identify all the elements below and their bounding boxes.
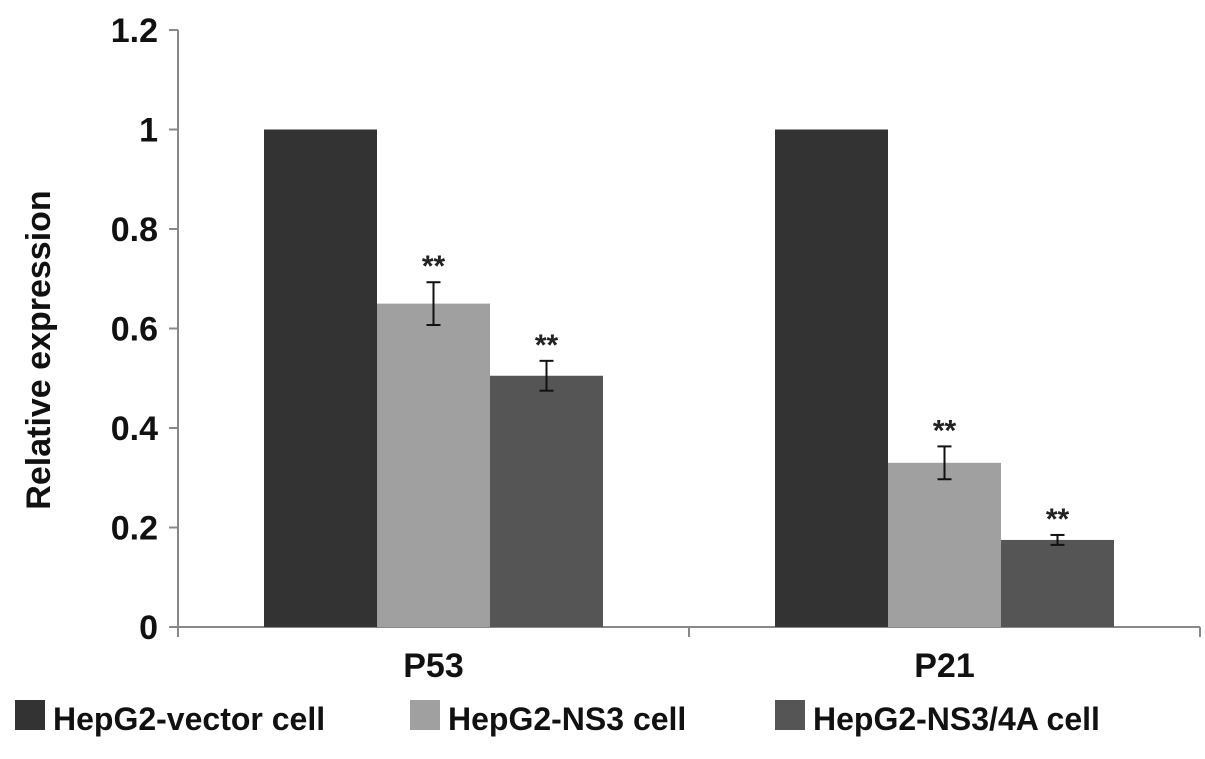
- y-tick-label: 0.8: [111, 211, 158, 249]
- bar-3-p53: [490, 375, 603, 627]
- legend-entry-label: HepG2-NS3/4A cell: [813, 701, 1100, 737]
- bar-3-p21: [1001, 539, 1114, 627]
- y-tick-label: 0: [139, 609, 158, 647]
- legend-swatch: [15, 700, 45, 730]
- significance-marker: **: [535, 329, 559, 362]
- x-category-label: P53: [403, 647, 464, 685]
- y-tick-label: 0.4: [111, 410, 158, 448]
- legend-swatch: [775, 700, 805, 730]
- significance-marker: **: [422, 250, 446, 283]
- legend-entry-label: HepG2-NS3 cell: [448, 701, 686, 737]
- bar-1-p53: [264, 129, 377, 627]
- plot-area: 0 0.2 0.4 0.6 0.8 1 1.2 ** ** P53 ** ** P21: [111, 12, 1201, 685]
- y-tick-label: 1.2: [111, 12, 158, 50]
- bar-2-p21: [888, 462, 1001, 627]
- legend-entry-label: HepG2-vector cell: [53, 701, 325, 737]
- bar-1-p21: [775, 129, 888, 627]
- significance-marker: **: [933, 414, 957, 447]
- legend-swatch: [410, 700, 440, 730]
- y-tick-label: 1: [139, 112, 158, 150]
- y-tick-label: 0.2: [111, 510, 158, 548]
- significance-marker: **: [1046, 503, 1070, 536]
- bar-2-p53: [377, 303, 490, 627]
- y-tick-label: 0.6: [111, 311, 158, 349]
- x-category-label: P21: [914, 647, 975, 685]
- legend: HepG2-vector cell HepG2-NS3 cell HepG2-NS3…: [15, 700, 1100, 737]
- y-axis-title: Relative expression: [20, 190, 58, 509]
